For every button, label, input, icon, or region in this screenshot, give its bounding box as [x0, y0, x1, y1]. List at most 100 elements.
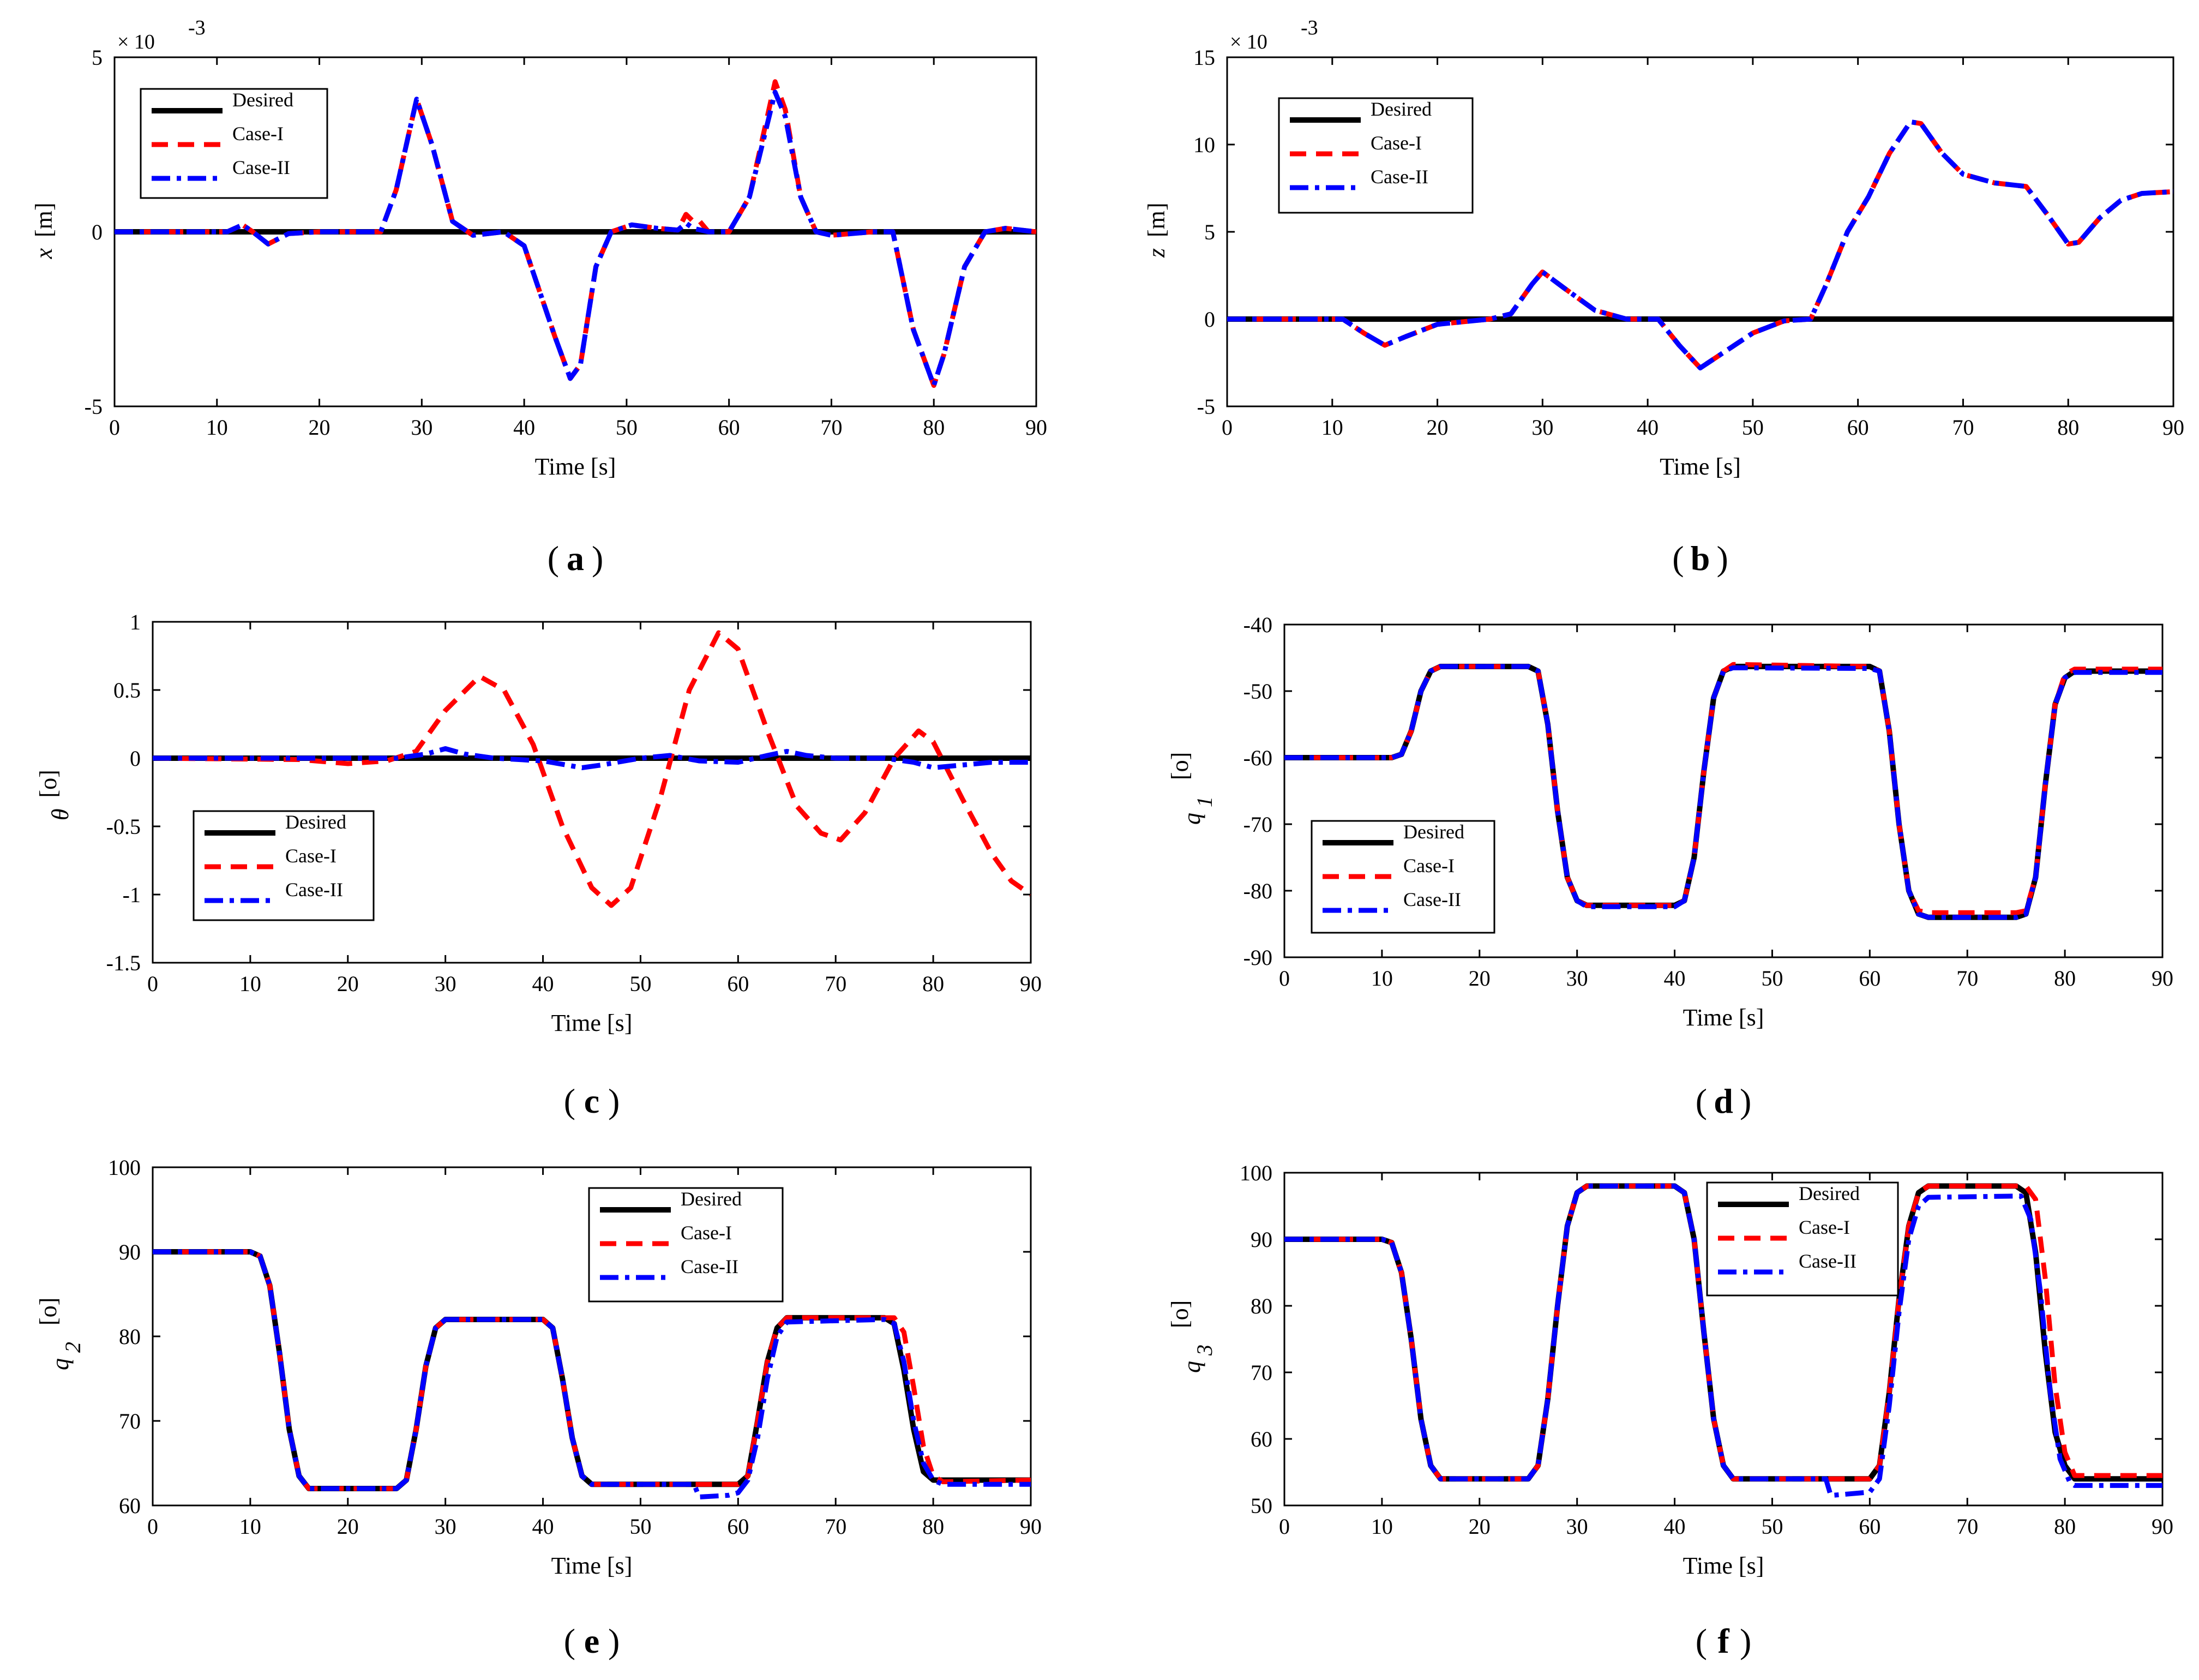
y-tick-label: 70 [1251, 1360, 1272, 1385]
legend-label: Case-II [681, 1256, 738, 1277]
series-line-case-ii [1227, 119, 2173, 371]
y-tick-label: -80 [1243, 879, 1272, 903]
series-line-case-i [153, 630, 1031, 908]
x-tick-label: 90 [1020, 1514, 1042, 1539]
series-line-case-ii [153, 1249, 1031, 1499]
caption-open-paren: ( [564, 1082, 575, 1120]
x-tick-label: 20 [1427, 415, 1449, 440]
axis-exponent-label: × 10 [1230, 31, 1267, 53]
caption-open-paren: ( [1672, 539, 1684, 578]
x-tick-label: 70 [825, 971, 846, 996]
x-axis-label: Time [s] [1683, 1552, 1764, 1579]
legend: Desired Case-I Case-II [588, 1187, 784, 1303]
x-tick-label: 30 [411, 415, 432, 440]
x-tick-label: 10 [1371, 1514, 1393, 1539]
x-tick-label: 50 [629, 1514, 651, 1539]
x-tick-label: 70 [825, 1514, 846, 1539]
legend-label: Desired [232, 89, 293, 111]
x-tick-label: 90 [1020, 971, 1042, 996]
y-axis-label: z [m] [1143, 202, 1170, 258]
x-tick-label: 90 [1025, 415, 1047, 440]
y-tick-label: -5 [1197, 394, 1215, 419]
y-axis-label: x [m] [31, 202, 57, 259]
legend-label: Case-II [232, 157, 290, 178]
caption-close-paren: ) [1740, 1622, 1751, 1660]
legend-box [193, 810, 375, 921]
y-axis-variable: z [1143, 248, 1170, 258]
panel-caption: (c) [564, 1082, 620, 1120]
x-tick-label: 80 [922, 1514, 944, 1539]
chart-panel-e: 0 10 20 30 40 50 60 70 80 90 60 70 80 90 100 Time [s] q 2… [35, 1155, 1042, 1660]
x-tick-label: 20 [337, 1514, 359, 1539]
x-axis-label: Time [s] [535, 453, 616, 480]
y-tick-label: -70 [1243, 812, 1272, 837]
caption-open-paren: ( [1696, 1082, 1707, 1120]
x-tick-label: 70 [820, 415, 842, 440]
caption-letter: d [1714, 1082, 1733, 1120]
y-tick-label: -50 [1243, 679, 1272, 704]
x-tick-label: 30 [1566, 1514, 1588, 1539]
legend-label: Desired [285, 811, 346, 833]
y-axis-variable: q [1179, 1361, 1205, 1373]
y-axis-subscript: 1 [1192, 796, 1217, 807]
legend-label: Desired [681, 1188, 742, 1210]
x-axis-label: Time [s] [1683, 1004, 1764, 1031]
y-tick-label: 50 [1251, 1493, 1272, 1518]
legend-label: Desired [1371, 98, 1432, 120]
panel-caption: (d) [1696, 1082, 1752, 1120]
y-axis-variable: q [47, 1358, 74, 1370]
x-tick-label: 60 [1847, 415, 1869, 440]
legend: Desired Case-I Case-II [193, 810, 375, 921]
x-tick-label: 40 [1664, 966, 1686, 991]
legend-label: Case-I [681, 1222, 732, 1244]
x-tick-label: 60 [727, 971, 749, 996]
x-axis-label: Time [s] [551, 1010, 633, 1036]
y-tick-label: 0.5 [113, 678, 141, 703]
x-tick-label: 30 [435, 1514, 456, 1539]
axis-exponent-value: -3 [188, 16, 206, 39]
caption-letter: c [584, 1082, 599, 1120]
x-axis-label: Time [s] [551, 1552, 633, 1579]
x-tick-label: 30 [435, 971, 456, 996]
legend-box [588, 1187, 784, 1303]
y-axis-unit: [o] [1167, 752, 1193, 780]
x-tick-label: 80 [922, 971, 944, 996]
series-line-case-ii [1284, 664, 2162, 920]
x-tick-label: 50 [1742, 415, 1764, 440]
legend-label: Case-II [1799, 1250, 1856, 1272]
x-tick-label: 90 [2152, 1514, 2173, 1539]
caption-open-paren: ( [1696, 1622, 1707, 1660]
x-tick-label: 60 [1859, 1514, 1880, 1539]
x-tick-label: 60 [718, 415, 740, 440]
x-tick-label: 0 [147, 971, 158, 996]
legend-label: Desired [1403, 821, 1464, 843]
legend-box [1706, 1181, 1899, 1297]
y-tick-label: -5 [85, 394, 103, 419]
y-tick-label: 5 [1204, 220, 1215, 244]
y-axis-unit: [o] [35, 770, 62, 797]
y-axis-variable: q [1179, 813, 1205, 825]
panel-caption: (b) [1672, 539, 1728, 578]
panel-caption: (f) [1696, 1622, 1752, 1660]
y-tick-label: 5 [92, 45, 103, 70]
x-tick-label: 10 [206, 415, 228, 440]
x-tick-label: 50 [1761, 1514, 1783, 1539]
x-tick-label: 80 [2057, 415, 2079, 440]
chart-panel-b: 0 10 20 30 40 50 60 70 80 90 -5 0 5 10 15 × 10 -3 Time [s… [1143, 16, 2184, 578]
x-tick-label: 80 [2054, 1514, 2076, 1539]
legend: Desired Case-I Case-II [1311, 820, 1495, 934]
legend-label: Case-II [1403, 889, 1461, 910]
y-tick-label: -40 [1243, 613, 1272, 637]
y-tick-label: 60 [1251, 1427, 1272, 1451]
y-tick-label: 10 [1193, 133, 1215, 157]
legend-label: Desired [1799, 1183, 1860, 1204]
x-tick-label: 10 [1321, 415, 1343, 440]
x-tick-label: 60 [1859, 966, 1880, 991]
y-axis-unit: [m] [1143, 202, 1170, 237]
x-tick-label: 30 [1566, 966, 1588, 991]
x-tick-label: 90 [2152, 966, 2173, 991]
x-tick-label: 10 [239, 1514, 261, 1539]
y-axis-label: q 1 [o] [1167, 752, 1217, 825]
y-tick-label: 0 [1204, 307, 1215, 332]
